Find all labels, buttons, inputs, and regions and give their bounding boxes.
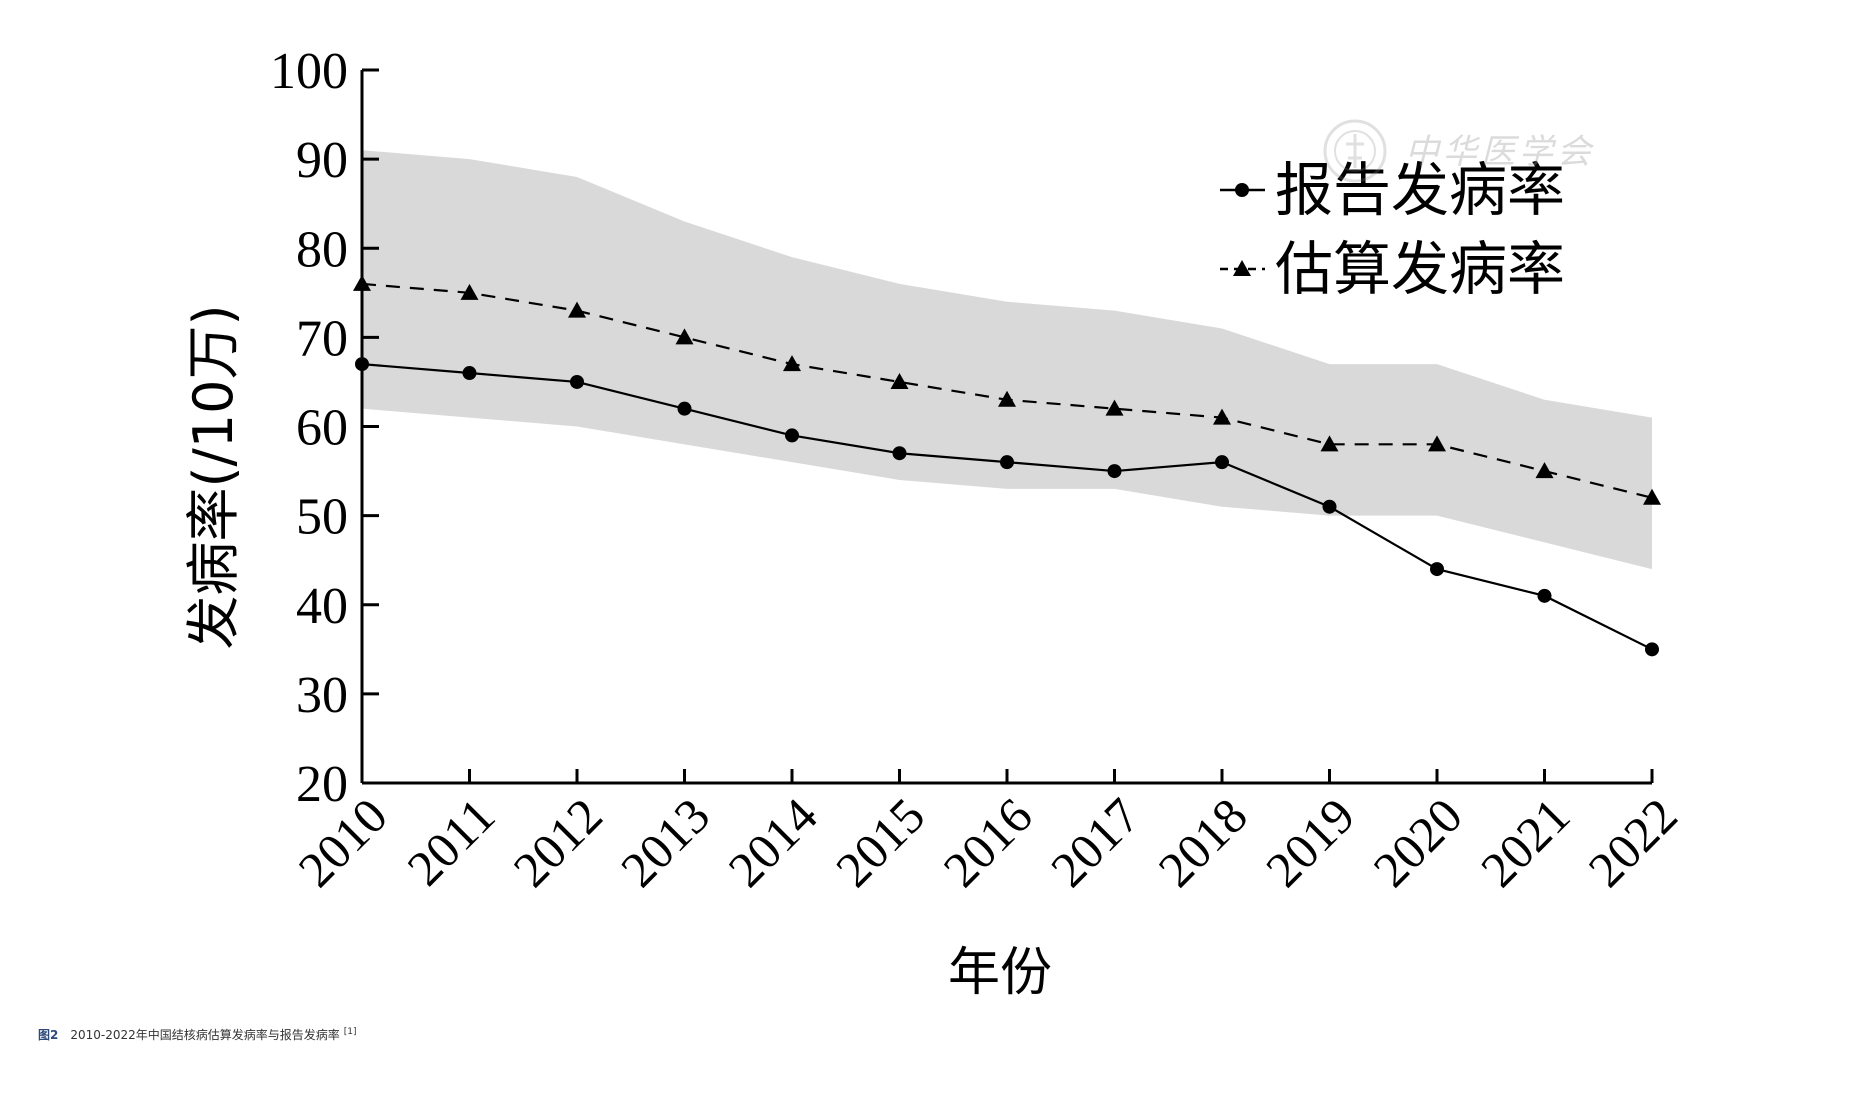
figure-caption: 图2 2010-2022年中国结核病估算发病率与报告发病率 [1] bbox=[38, 1026, 357, 1043]
data-point bbox=[675, 328, 694, 345]
x-tick-label: 2015 bbox=[825, 787, 935, 897]
data-point bbox=[462, 366, 477, 381]
data-point bbox=[1320, 435, 1339, 452]
legend-marker bbox=[1235, 183, 1249, 197]
y-tick-label: 50 bbox=[296, 489, 348, 546]
y-tick-label: 70 bbox=[296, 310, 348, 367]
caption-text: 2010-2022年中国结核病估算发病率与报告发病率 bbox=[70, 1028, 340, 1042]
y-tick-label: 40 bbox=[296, 578, 348, 635]
x-tick-label: 2017 bbox=[1040, 787, 1150, 897]
data-point bbox=[1213, 408, 1231, 425]
watermark-emblem bbox=[1322, 118, 1388, 189]
x-tick-label: 2020 bbox=[1362, 787, 1472, 897]
legend-marker bbox=[1233, 260, 1251, 276]
legend-label: 估算发病率 bbox=[1275, 235, 1565, 303]
data-point bbox=[785, 428, 799, 443]
y-tick-label: 30 bbox=[296, 667, 348, 724]
data-point bbox=[1105, 399, 1124, 416]
data-point bbox=[998, 390, 1016, 407]
x-tick-label: 2013 bbox=[610, 787, 720, 897]
x-tick-label: 2021 bbox=[1470, 787, 1580, 897]
x-tick-label: 2011 bbox=[396, 787, 505, 896]
caption-reference: [1] bbox=[343, 1027, 357, 1037]
data-point bbox=[892, 446, 907, 461]
y-tick-label: 20 bbox=[296, 756, 348, 813]
x-tick-label: 2019 bbox=[1255, 787, 1365, 897]
data-point bbox=[1643, 488, 1661, 505]
data-point bbox=[1107, 464, 1122, 479]
legend-label: 报告发病率 bbox=[1275, 156, 1565, 224]
x-axis-label: 年份 bbox=[948, 943, 1052, 1003]
data-point bbox=[355, 357, 369, 372]
y-tick-label: 60 bbox=[296, 400, 348, 457]
y-tick-label: 80 bbox=[296, 221, 348, 278]
y-tick-label: 90 bbox=[296, 132, 348, 189]
x-tick-label: 2016 bbox=[932, 787, 1042, 897]
data-point bbox=[1000, 455, 1014, 470]
data-point bbox=[1645, 642, 1659, 657]
data-point bbox=[460, 283, 479, 300]
data-point bbox=[568, 301, 586, 318]
data-point bbox=[1535, 462, 1554, 479]
y-tick-label: 100 bbox=[270, 43, 348, 100]
band-area bbox=[362, 150, 1652, 570]
x-tick-label: 2014 bbox=[717, 787, 827, 897]
watermark-text: 中华医学会 bbox=[1405, 132, 1595, 172]
x-tick-label: 2012 bbox=[502, 787, 612, 897]
data-point bbox=[890, 372, 909, 389]
confidence-band bbox=[362, 150, 1652, 570]
data-point bbox=[677, 401, 692, 416]
x-tick-label: 2018 bbox=[1147, 787, 1257, 897]
series-lines bbox=[353, 274, 1661, 657]
data-point bbox=[783, 355, 801, 372]
data-point bbox=[1215, 455, 1229, 470]
data-point bbox=[1430, 562, 1444, 577]
data-point bbox=[353, 274, 371, 291]
data-point bbox=[570, 374, 584, 389]
figure-label: 图2 bbox=[38, 1028, 59, 1042]
data-point bbox=[1322, 499, 1337, 514]
data-point bbox=[1537, 588, 1552, 603]
x-tick-label: 2022 bbox=[1577, 787, 1687, 897]
y-axis-label: 发病率(/10万) bbox=[182, 304, 245, 649]
data-point bbox=[1428, 435, 1446, 452]
